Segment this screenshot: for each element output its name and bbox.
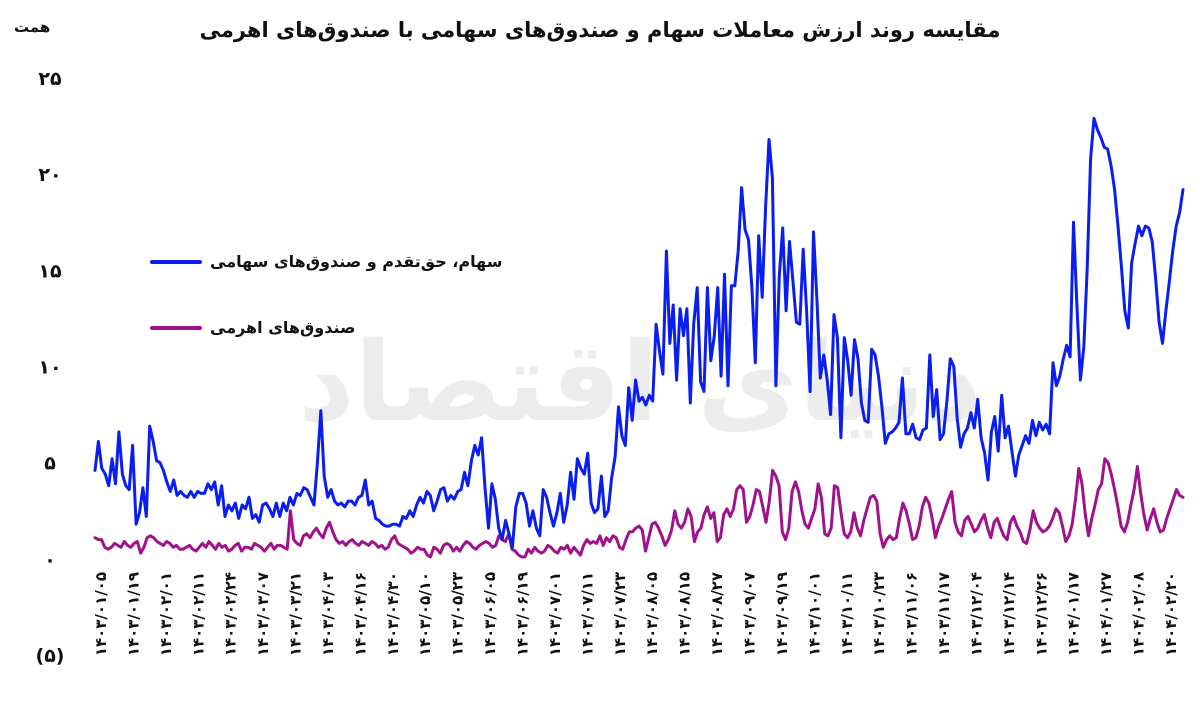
watermark: دنیای اقتصاد bbox=[298, 318, 982, 446]
x-tick-label: ۱۴۰۳/۰۸/۱۵ bbox=[676, 572, 694, 656]
x-tick-label: ۱۴۰۳/۰۸/۰۵ bbox=[643, 572, 661, 656]
x-tick-label: ۱۴۰۳/۰۲/۰۱ bbox=[157, 572, 175, 656]
x-tick-label: ۱۴۰۳/۰۷/۰۱ bbox=[546, 572, 564, 656]
x-tick-label: ۱۴۰۳/۰۱/۰۵ bbox=[92, 572, 110, 656]
x-tick-label: ۱۴۰۴/۰۲/۲۰ bbox=[1162, 572, 1180, 656]
x-tick-label: ۱۴۰۳/۰۹/۰۷ bbox=[740, 572, 758, 656]
y-tick-label: ۰ bbox=[44, 549, 56, 571]
x-tick-label: ۱۴۰۴/۰۱/۲۷ bbox=[1097, 572, 1115, 656]
y-tick-label: ۱۰ bbox=[38, 357, 61, 379]
x-axis: ۱۴۰۳/۰۱/۰۵ ۱۴۰۳/۰۱/۱۹ ۱۴۰۳/۰۲/۰۱ ۱۴۰۳/۰۲/۱۱… bbox=[92, 572, 1180, 656]
y-tick-label: ۲۵ bbox=[38, 68, 62, 90]
x-tick-label: ۱۴۰۳/۰۳/۲۱ bbox=[287, 572, 305, 656]
y-axis: ۲۵ ۲۰ ۱۵ ۱۰ ۵ ۰ (۵) bbox=[36, 68, 65, 667]
x-tick-label: ۱۴۰۳/۱۰/۱۱ bbox=[838, 572, 856, 656]
x-tick-label: ۱۴۰۳/۱۲/۲۶ bbox=[1032, 572, 1050, 656]
x-tick-label: ۱۴۰۳/۰۵/۲۳ bbox=[449, 572, 467, 656]
legend-label-leveraged: صندوق‌های اهرمی bbox=[210, 318, 356, 337]
series-layer bbox=[93, 116, 1185, 559]
x-tick-label: ۱۴۰۳/۰۱/۱۹ bbox=[124, 572, 142, 656]
x-tick-label: ۱۴۰۳/۰۳/۰۷ bbox=[254, 572, 272, 656]
legend-swatch-stocks bbox=[150, 259, 202, 264]
x-tick-label: ۱۴۰۳/۱۲/۱۴ bbox=[1000, 572, 1018, 656]
x-tick-label: ۱۴۰۳/۰۶/۰۵ bbox=[481, 572, 499, 656]
series-line-stocks bbox=[93, 116, 1185, 549]
x-tick-label: ۱۴۰۳/۰۷/۱۱ bbox=[578, 572, 596, 656]
x-tick-label: ۱۴۰۳/۰۶/۱۹ bbox=[514, 572, 532, 656]
svg-text:دنیای اقتصاد: دنیای اقتصاد bbox=[298, 318, 982, 446]
x-tick-label: ۱۴۰۳/۱۱/۱۷ bbox=[935, 572, 953, 656]
series-line-leveraged bbox=[93, 457, 1185, 559]
legend-item-leveraged: صندوق‌های اهرمی bbox=[150, 318, 355, 337]
x-tick-label: ۱۴۰۳/۰۴/۰۳ bbox=[319, 572, 337, 656]
x-tick-label: ۱۴۰۳/۰۲/۱۱ bbox=[189, 572, 207, 656]
x-tick-label: ۱۴۰۴/۰۲/۰۸ bbox=[1130, 572, 1148, 656]
x-tick-label: ۱۴۰۳/۱۰/۲۳ bbox=[870, 572, 888, 656]
x-tick-label: ۱۴۰۳/۰۴/۱۶ bbox=[351, 572, 369, 656]
x-tick-label: ۱۴۰۳/۱۲/۰۴ bbox=[967, 572, 985, 656]
x-tick-label: ۱۴۰۳/۱۱/۰۶ bbox=[903, 572, 921, 656]
legend-label-stocks: سهام، حق‌تقدم و صندوق‌های سهامی bbox=[210, 252, 503, 271]
x-tick-label: ۱۴۰۳/۰۵/۱۰ bbox=[416, 572, 434, 656]
y-tick-label: (۵) bbox=[36, 645, 65, 667]
y-tick-label: ۱۵ bbox=[38, 260, 62, 282]
legend-item-stocks: سهام، حق‌تقدم و صندوق‌های سهامی bbox=[150, 252, 502, 271]
y-tick-label: ۲۰ bbox=[38, 164, 61, 186]
x-tick-label: ۱۴۰۳/۰۹/۱۹ bbox=[773, 572, 791, 656]
x-tick-label: ۱۴۰۳/۰۲/۲۴ bbox=[222, 572, 240, 656]
y-axis-unit-label: همت bbox=[14, 18, 51, 36]
x-tick-label: ۱۴۰۳/۰۸/۲۷ bbox=[708, 572, 726, 656]
x-tick-label: ۱۴۰۴/۰۱/۱۷ bbox=[1065, 572, 1083, 656]
x-tick-label: ۱۴۰۳/۰۴/۳۰ bbox=[384, 572, 402, 656]
x-tick-label: ۱۴۰۳/۱۰/۰۱ bbox=[805, 572, 823, 656]
chart-title: مقایسه روند ارزش معاملات سهام و صندوق‌ها… bbox=[199, 18, 1001, 42]
y-tick-label: ۵ bbox=[44, 453, 56, 475]
x-tick-label: ۱۴۰۳/۰۷/۲۳ bbox=[611, 572, 629, 656]
legend-swatch-leveraged bbox=[150, 325, 202, 330]
